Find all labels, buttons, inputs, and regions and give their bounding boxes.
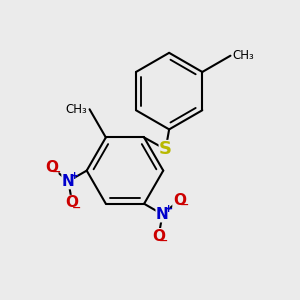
Text: N: N <box>62 174 75 189</box>
Text: +: + <box>70 171 80 181</box>
Text: S: S <box>159 140 172 158</box>
Text: CH₃: CH₃ <box>233 49 255 62</box>
Text: O: O <box>173 193 186 208</box>
Text: +: + <box>164 204 174 214</box>
Text: O: O <box>66 196 79 211</box>
Text: O: O <box>152 229 165 244</box>
Text: N: N <box>156 207 169 222</box>
Text: O: O <box>45 160 58 175</box>
Text: −: − <box>72 203 82 213</box>
Text: CH₃: CH₃ <box>65 103 87 116</box>
Text: −: − <box>179 200 189 210</box>
Text: −: − <box>51 167 61 177</box>
Text: −: − <box>159 236 168 246</box>
